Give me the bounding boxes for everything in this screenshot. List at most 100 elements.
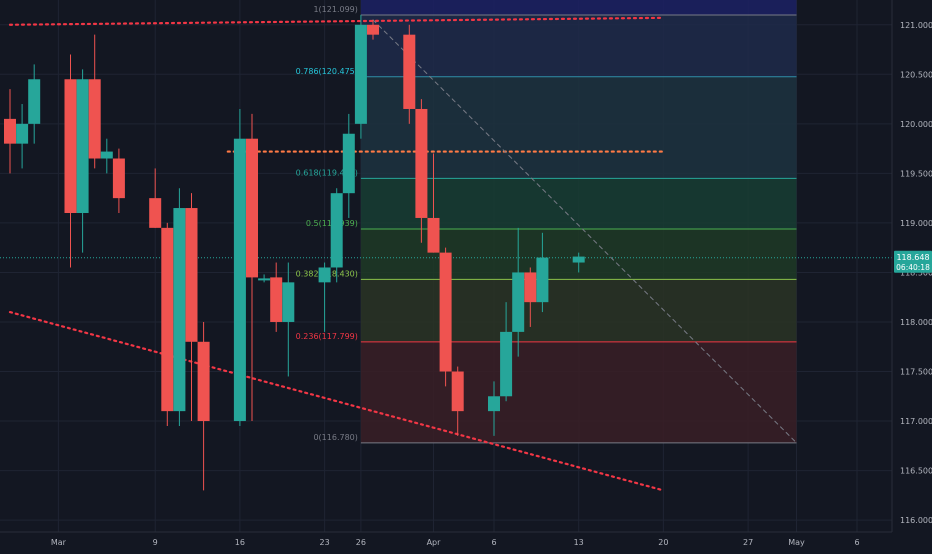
fib-zone — [360, 341, 797, 443]
candle — [282, 262, 295, 377]
candle — [64, 54, 77, 268]
fib-extension-zone — [360, 0, 797, 15]
x-tick-label: 9 — [153, 538, 158, 547]
y-tick-label: 119.500 — [900, 169, 932, 178]
y-tick-label: 116.000 — [900, 516, 932, 525]
y-tick-label: 118.500 — [900, 268, 932, 277]
candle-body — [367, 24, 379, 35]
x-tick-label: 26 — [356, 538, 366, 547]
fib-level-label: 1(121.099) — [313, 5, 357, 14]
current-price-value: 118.648 — [896, 253, 929, 262]
candle — [76, 69, 89, 253]
candle — [149, 168, 162, 228]
y-tick-label: 120.500 — [900, 70, 932, 79]
candle — [28, 64, 41, 144]
candle-body — [282, 282, 295, 322]
x-tick-label: 20 — [658, 538, 668, 547]
x-tick-label: Mar — [51, 538, 67, 547]
candle-body — [415, 108, 428, 218]
candle-body — [149, 198, 162, 228]
trend-line-support — [8, 310, 665, 492]
candle — [258, 274, 271, 283]
candle-body — [197, 341, 210, 422]
y-tick-label: 120.000 — [900, 120, 932, 129]
x-tick-label: 23 — [320, 538, 330, 547]
candle — [246, 113, 258, 422]
x-tick-label: 6 — [491, 538, 496, 547]
fib-level-label: 0.786(120.475) — [296, 67, 358, 76]
candle — [161, 222, 174, 426]
candle — [403, 24, 416, 124]
candle — [512, 227, 525, 357]
candle — [233, 108, 246, 426]
candle-body — [318, 267, 331, 283]
candle-body — [258, 278, 271, 281]
candle-body — [488, 396, 500, 412]
candle-body — [451, 371, 464, 412]
candle — [439, 247, 452, 387]
y-tick-label: 117.500 — [900, 368, 932, 377]
candle-body — [173, 208, 186, 412]
candle — [342, 113, 355, 218]
candle — [427, 153, 440, 253]
candle — [16, 104, 29, 169]
candle-body — [64, 79, 77, 213]
candle — [100, 138, 113, 174]
current-price-badge — [894, 250, 932, 273]
candle-body — [512, 272, 525, 332]
y-tick-label: 118.000 — [900, 318, 932, 327]
candle-body — [88, 79, 101, 159]
x-tick-label: 16 — [235, 538, 245, 547]
candle-body — [270, 277, 283, 322]
candle — [270, 262, 283, 332]
candle-body — [439, 252, 452, 372]
fib-level-label: 0(116.780) — [313, 433, 357, 442]
candle-body — [76, 79, 89, 213]
candle — [330, 188, 343, 283]
x-tick-label: Apr — [427, 538, 442, 547]
candle — [4, 89, 16, 174]
fib-zone — [360, 14, 797, 77]
y-tick-label: 116.500 — [900, 467, 932, 476]
y-tick-label: 121.000 — [900, 21, 932, 30]
trend-line-diagonal — [372, 19, 797, 444]
candle-body — [246, 138, 258, 278]
candle-body — [112, 158, 125, 199]
y-tick-label: 119.000 — [900, 219, 932, 228]
candle — [173, 188, 186, 426]
x-tick-label: 6 — [854, 538, 859, 547]
fib-level-label: 0.618(119.449) — [296, 168, 358, 177]
candle-body — [16, 123, 29, 144]
candle-body — [354, 24, 367, 124]
candle — [88, 34, 101, 169]
candle-body — [185, 208, 198, 342]
candle — [197, 321, 210, 491]
candle-body — [161, 227, 174, 412]
candle-body — [233, 138, 246, 422]
candle-body — [403, 34, 416, 109]
fib-zone — [360, 279, 797, 342]
candle-body — [100, 151, 113, 159]
candle — [451, 366, 464, 436]
candle-body — [524, 272, 537, 303]
candle — [572, 252, 585, 273]
fib-level-label: 0.236(117.799) — [296, 332, 358, 341]
candle — [415, 99, 428, 243]
candle-body — [427, 217, 440, 253]
candle-body — [572, 256, 585, 263]
candle — [112, 148, 125, 213]
current-price-countdown: 06:40:18 — [896, 263, 930, 272]
candle-body — [500, 331, 513, 397]
candle — [488, 381, 500, 436]
candle — [318, 262, 331, 332]
candle — [524, 267, 537, 327]
candle — [354, 14, 367, 139]
candle-body — [330, 193, 343, 268]
x-tick-label: 27 — [743, 538, 753, 547]
x-tick-label: 13 — [574, 538, 584, 547]
candle — [185, 193, 198, 422]
candle-body — [342, 133, 355, 194]
x-tick-label: May — [788, 538, 805, 547]
